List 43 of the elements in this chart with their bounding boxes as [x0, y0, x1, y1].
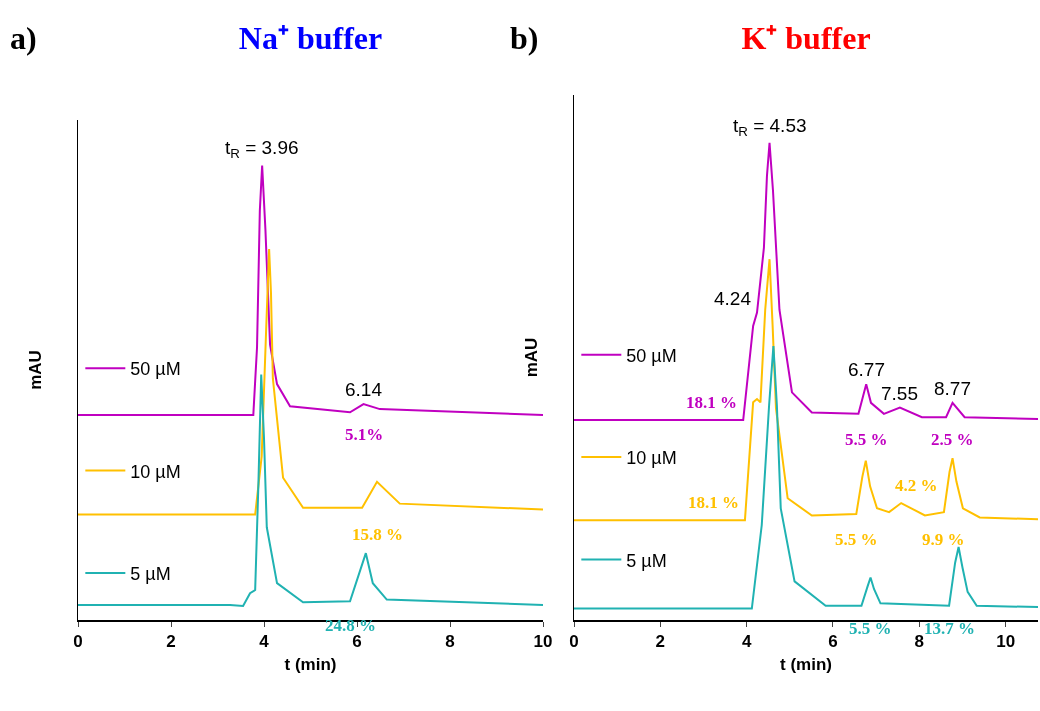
annotation: 5.5 % — [845, 430, 888, 449]
annotation: 6.77 — [848, 359, 885, 380]
legend-label: 50 µM — [626, 345, 677, 366]
x-tick-label: 10 — [996, 631, 1016, 651]
chart-title: K⁺ buffer — [741, 20, 871, 57]
text: b) — [510, 20, 539, 56]
legend-label: 5 µM — [626, 550, 667, 571]
legend-label: 50 µM — [130, 359, 181, 380]
annotation: 18.1 % — [686, 393, 737, 412]
x-tick-label: 6 — [828, 631, 838, 651]
annotation: 5.5 % — [835, 530, 878, 549]
annotation: t$_{R}$ = 3.96 — [225, 137, 299, 161]
annotation: 6.14 — [345, 379, 383, 400]
annotation: 15.8 % — [352, 525, 403, 544]
x-axis-title: t (min) — [780, 655, 832, 675]
annotation: 4.24 — [714, 288, 752, 309]
x-tick-label: 2 — [655, 631, 666, 651]
chart-title: Na⁺ buffer — [238, 20, 383, 57]
y-axis-title: mAU — [26, 350, 46, 390]
x-tick-label: 4 — [259, 631, 270, 651]
x-tick-label: 2 — [166, 631, 176, 651]
y-axis-title: mAU — [522, 337, 542, 378]
annotation: 13.7 % — [924, 619, 975, 638]
annotation: 2.5 % — [931, 430, 974, 449]
x-tick-label: 4 — [741, 631, 752, 651]
x-tick-label: 8 — [445, 631, 455, 651]
annotation: t$_{R}$ = 4.53 — [733, 115, 807, 139]
legend-label: 5 µM — [130, 564, 171, 585]
annotation: 5.5 % — [849, 619, 892, 638]
legend-label: 10 µM — [130, 461, 181, 482]
annotation: 4.2 % — [895, 476, 938, 495]
text: a) — [10, 20, 37, 56]
annotation: 8.77 — [934, 378, 971, 399]
x-tick-label: 0 — [569, 631, 579, 651]
legend-label: 10 µM — [626, 448, 677, 469]
annotation: 9.9 % — [922, 530, 965, 549]
annotation: 5.1% — [345, 425, 384, 444]
x-tick-label: 10 — [533, 631, 553, 651]
x-tick-label: 8 — [914, 631, 925, 651]
annotation: 7.55 — [881, 383, 918, 404]
annotation: 18.1 % — [688, 493, 739, 512]
x-axis-title: t (min) — [284, 655, 337, 675]
x-tick-label: 0 — [73, 631, 83, 651]
